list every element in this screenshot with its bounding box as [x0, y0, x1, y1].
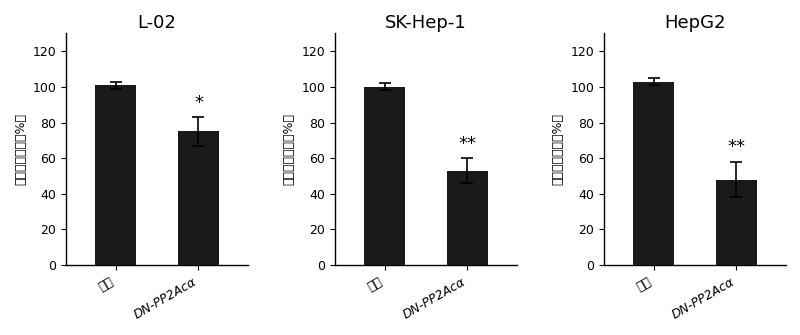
Bar — [95, 85, 137, 265]
Bar — [446, 171, 488, 265]
Bar — [364, 87, 406, 265]
Text: **: ** — [458, 135, 477, 153]
Bar — [633, 81, 674, 265]
Title: L-02: L-02 — [138, 14, 177, 32]
Text: *: * — [194, 94, 203, 112]
Y-axis label: 相对细胞活力（%）: 相对细胞活力（%） — [283, 113, 296, 185]
Title: HepG2: HepG2 — [664, 14, 726, 32]
Y-axis label: 相对细胞活力（%）: 相对细胞活力（%） — [552, 113, 565, 185]
Text: **: ** — [727, 138, 746, 156]
Bar — [716, 180, 757, 265]
Bar — [178, 131, 219, 265]
Title: SK-Hep-1: SK-Hep-1 — [386, 14, 467, 32]
Y-axis label: 相对细胞活力（%）: 相对细胞活力（%） — [14, 113, 27, 185]
